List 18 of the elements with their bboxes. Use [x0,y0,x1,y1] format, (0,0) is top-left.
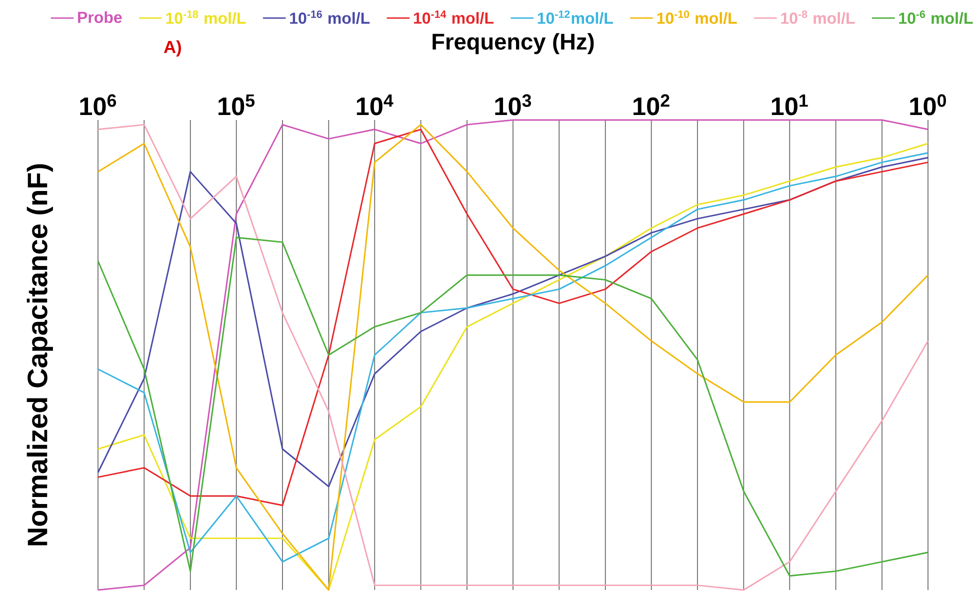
legend-label: 10$^{-18}$ mol/L [166,10,246,24]
legend-label: 10$^{-14}$ mol/L [414,10,494,24]
legend-label: 10$^{-8}$ mol/L [781,10,855,24]
y-axis-title: Normalized Capacitance (nF) [26,164,53,546]
x-axis-title: Frequency (Hz) [432,33,594,54]
x-tick-label: 10$^{1}$ [772,94,808,116]
legend-label: Probe [78,11,122,24]
x-tick-label: 10$^{6}$ [80,94,116,116]
x-tick-label: 10$^{2}$ [634,94,670,116]
legend-label: 10$^{-12}$mol/L [538,10,613,24]
x-tick-label: 10$^{4}$ [356,94,394,116]
x-tick-label: 10$^{3}$ [495,94,532,116]
legend-label: 10$^{-16}$ mol/L [290,10,370,24]
legend-label: 10$^{-10}$ mol/L [657,10,737,24]
text: A) [164,40,181,57]
legend-label: 10$^{-6}$ mol/L [899,10,973,24]
x-tick-label: 10$^{0}$ [910,94,946,116]
x-tick-label: 10$^{5}$ [218,94,255,116]
